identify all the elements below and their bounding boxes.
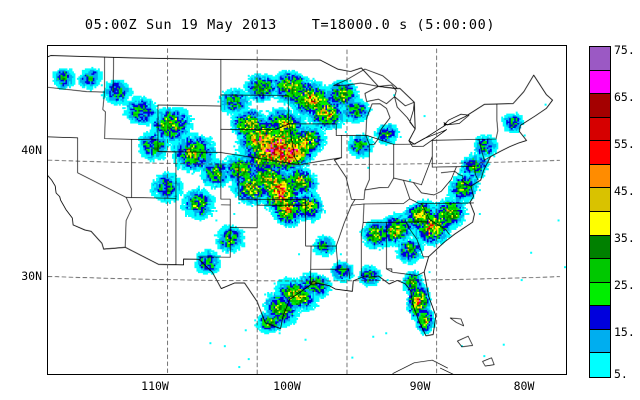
figure-title: 05:00Z Sun 19 May 2013 T=18000.0 s (5:00… bbox=[84, 17, 496, 33]
latitude-tick-label: 30N bbox=[21, 269, 42, 283]
colorbar-tick-label: 5. bbox=[614, 367, 628, 381]
colorbar-band bbox=[590, 70, 610, 95]
colorbar-band bbox=[590, 94, 610, 118]
colorbar-band bbox=[590, 211, 610, 236]
colorbar-tick-label: 45. bbox=[614, 184, 635, 198]
longitude-tick-label: 80W bbox=[513, 379, 535, 393]
colorbar-band bbox=[590, 353, 610, 377]
reflectivity-colorbar[interactable] bbox=[589, 46, 611, 378]
colorbar-band bbox=[590, 306, 610, 330]
longitude-tick-label: 100W bbox=[273, 379, 301, 393]
colorbar-tick-label: 65. bbox=[614, 90, 635, 104]
longitude-tick-label: 90W bbox=[409, 379, 431, 393]
colorbar-tick-label: 15. bbox=[614, 325, 635, 339]
colorbar-tick-label: 25. bbox=[614, 278, 635, 292]
colorbar-band bbox=[590, 188, 610, 212]
colorbar-band bbox=[590, 235, 610, 260]
latitude-tick-label: 40N bbox=[21, 143, 42, 157]
map-plot-area[interactable] bbox=[47, 45, 567, 375]
colorbar-band bbox=[590, 47, 610, 71]
reflectivity-map-canvas bbox=[48, 46, 566, 374]
longitude-tick-label: 110W bbox=[141, 379, 169, 393]
colorbar-band bbox=[590, 282, 610, 307]
colorbar-tick-label: 75. bbox=[614, 43, 635, 57]
colorbar-band bbox=[590, 259, 610, 283]
colorbar-tick-label: 55. bbox=[614, 137, 635, 151]
colorbar-band bbox=[590, 117, 610, 142]
colorbar-band bbox=[590, 164, 610, 189]
colorbar-band bbox=[590, 141, 610, 165]
colorbar-tick-label: 35. bbox=[614, 231, 635, 245]
colorbar-band bbox=[590, 329, 610, 354]
